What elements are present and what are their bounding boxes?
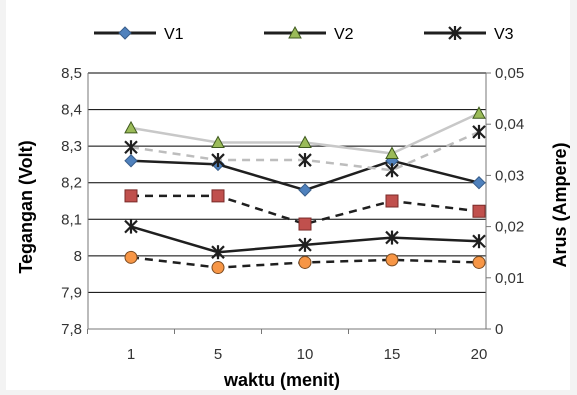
data-point <box>124 189 138 203</box>
series-V3 <box>124 219 486 260</box>
y-right-tick-label: 0,02 <box>495 219 524 236</box>
y-left-tick-label: 8,5 <box>61 65 82 82</box>
x-tick-label: 5 <box>214 346 222 363</box>
series-right-4 <box>124 124 486 178</box>
data-point <box>385 194 399 208</box>
legend-item-V2: V2 <box>264 25 354 43</box>
data-point <box>298 135 312 148</box>
x-tick-label: 15 <box>384 346 401 363</box>
data-point <box>385 146 399 159</box>
y-left-tick-label: 8,2 <box>61 175 82 192</box>
x-tick-label: 10 <box>297 346 314 363</box>
legend-marker <box>448 26 462 40</box>
data-point <box>472 124 486 139</box>
series-line <box>131 194 480 226</box>
y-axis-right-label: Arus (Ampere) <box>550 142 570 267</box>
data-point <box>385 163 399 178</box>
tick-labels: 7,8 7,9 8 8,1 8,2 8,3 8,4 8,5 0 0,01 0,02 0,03 0,04 0… <box>61 65 524 363</box>
data-point <box>211 261 225 275</box>
x-tick-label: 20 <box>471 346 488 363</box>
data-point <box>472 234 486 249</box>
series-layer <box>124 106 486 275</box>
axes <box>87 72 491 334</box>
legend-item-V1: V1 <box>94 26 184 43</box>
series-right-3 <box>124 189 486 231</box>
legend-marker <box>288 25 302 39</box>
x-tick-label: 1 <box>127 346 135 363</box>
data-point <box>298 217 312 231</box>
y-axis-left-label: Tegangan (Volt) <box>16 140 36 273</box>
data-point <box>298 255 312 269</box>
y-right-tick-label: 0,05 <box>495 65 524 82</box>
y-left-tick-label: 7,9 <box>61 284 82 301</box>
y-left-tick-label: 8 <box>74 248 82 265</box>
y-right-tick-label: 0,04 <box>495 116 524 133</box>
data-point <box>211 153 225 168</box>
data-point <box>211 245 225 260</box>
data-point <box>385 230 399 245</box>
y-right-tick-label: 0,01 <box>495 270 524 287</box>
data-point <box>124 120 138 134</box>
data-point <box>472 106 486 119</box>
legend: V1 V2 V3 <box>94 25 514 43</box>
data-point <box>211 189 225 203</box>
data-point <box>124 250 138 264</box>
legend-marker <box>118 26 132 40</box>
series-V2 <box>124 106 486 159</box>
chart-frame: 7,8 7,9 8 8,1 8,2 8,3 8,4 8,5 0 0,01 0,02 0,03 0,04 0… <box>6 0 570 390</box>
data-point <box>124 219 138 234</box>
legend-label: V1 <box>164 26 184 43</box>
x-axis-label: waktu (menit) <box>223 370 340 390</box>
data-point <box>298 237 312 252</box>
chart-svg: 7,8 7,9 8 8,1 8,2 8,3 8,4 8,5 0 0,01 0,02 0,03 0,04 0… <box>16 25 570 390</box>
legend-label: V2 <box>334 26 354 43</box>
data-point <box>472 255 486 269</box>
y-left-tick-label: 8,3 <box>61 138 82 155</box>
y-right-tick-label: 0,03 <box>495 167 524 184</box>
data-point <box>472 176 486 190</box>
series-right-5 <box>124 250 486 275</box>
data-point <box>472 204 486 218</box>
y-left-tick-label: 8,4 <box>61 102 82 119</box>
y-left-tick-label: 7,8 <box>61 321 82 338</box>
data-point <box>385 253 399 267</box>
y-right-tick-label: 0 <box>495 321 503 338</box>
legend-item-V3: V3 <box>424 26 514 43</box>
y-left-tick-label: 8,1 <box>61 211 82 228</box>
data-point <box>124 140 138 155</box>
data-point <box>298 153 312 168</box>
data-point <box>211 135 225 148</box>
legend-label: V3 <box>494 26 514 43</box>
data-point <box>124 154 138 168</box>
data-point <box>298 183 312 197</box>
